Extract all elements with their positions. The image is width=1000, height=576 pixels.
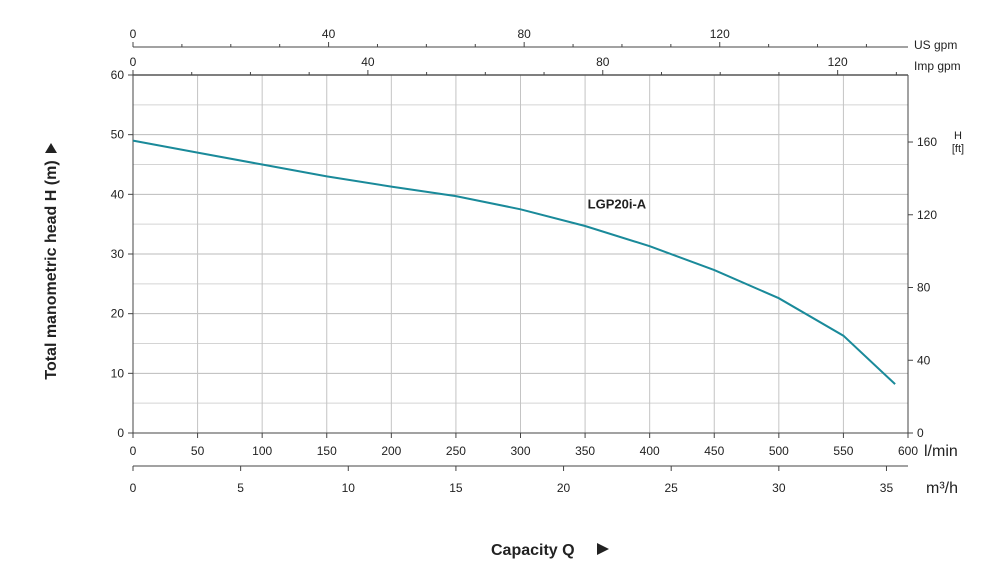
imp-gpm-tick-label: 120 bbox=[828, 55, 848, 69]
x-tick-label: 0 bbox=[130, 444, 137, 458]
x-axis-arrow-icon bbox=[597, 543, 609, 555]
x-tick-label: 350 bbox=[575, 444, 595, 458]
x-tick-label: 450 bbox=[704, 444, 724, 458]
imp-gpm-unit: Imp gpm bbox=[914, 59, 961, 73]
us-gpm-tick-label: 0 bbox=[130, 27, 137, 41]
x-tick-label: 100 bbox=[252, 444, 272, 458]
m3h-tick-label: 15 bbox=[449, 481, 463, 495]
us-gpm-tick-label: 120 bbox=[710, 27, 730, 41]
x-tick-label: 200 bbox=[381, 444, 401, 458]
y-tick-label: 60 bbox=[111, 68, 125, 82]
m3h-tick-label: 35 bbox=[880, 481, 894, 495]
us-gpm-unit: US gpm bbox=[914, 38, 957, 52]
m3h-tick-label: 25 bbox=[665, 481, 679, 495]
y-tick-label: 40 bbox=[111, 187, 125, 201]
y-tick-label: 20 bbox=[111, 307, 125, 321]
x-axis-title: Capacity Q bbox=[491, 542, 575, 559]
m3h-tick-label: 30 bbox=[772, 481, 786, 495]
m3h-tick-label: 0 bbox=[130, 481, 137, 495]
y-tick-label: 50 bbox=[111, 128, 125, 142]
y-axis-arrow-icon bbox=[45, 143, 57, 153]
imp-gpm-tick-label: 40 bbox=[361, 55, 375, 69]
y-tick-label: 10 bbox=[111, 366, 125, 380]
y-right-unit: [ft] bbox=[952, 143, 964, 155]
us-gpm-tick-label: 80 bbox=[517, 27, 531, 41]
x-tick-label: 250 bbox=[446, 444, 466, 458]
x-tick-label: 500 bbox=[769, 444, 789, 458]
ft-tick-label: 120 bbox=[917, 208, 937, 222]
ft-tick-label: 0 bbox=[917, 426, 924, 440]
ft-tick-label: 80 bbox=[917, 281, 931, 295]
x-tick-label: 600 bbox=[898, 444, 918, 458]
x-tick-label: 50 bbox=[191, 444, 205, 458]
imp-gpm-tick-label: 80 bbox=[596, 55, 610, 69]
m3h-tick-label: 20 bbox=[557, 481, 571, 495]
x-tick-label: 150 bbox=[317, 444, 337, 458]
x-tick-label: 400 bbox=[640, 444, 660, 458]
series-label: LGP20i-A bbox=[588, 197, 647, 212]
x-tick-label: 550 bbox=[833, 444, 853, 458]
imp-gpm-tick-label: 0 bbox=[130, 55, 137, 69]
y-tick-label: 30 bbox=[111, 247, 125, 261]
ft-tick-label: 160 bbox=[917, 135, 937, 149]
m3h-unit-label: m³/h bbox=[926, 480, 958, 497]
x-tick-label: 300 bbox=[510, 444, 530, 458]
m3h-tick-label: 10 bbox=[342, 481, 356, 495]
x-unit-label: l/min bbox=[924, 443, 958, 460]
series-line bbox=[132, 139, 896, 385]
y-axis-title: Total manometric head H (m) bbox=[43, 160, 60, 379]
ft-tick-label: 40 bbox=[917, 353, 931, 367]
y-right-label: H bbox=[954, 130, 962, 142]
y-tick-label: 0 bbox=[117, 426, 124, 440]
m3h-tick-label: 5 bbox=[237, 481, 244, 495]
us-gpm-tick-label: 40 bbox=[322, 27, 336, 41]
